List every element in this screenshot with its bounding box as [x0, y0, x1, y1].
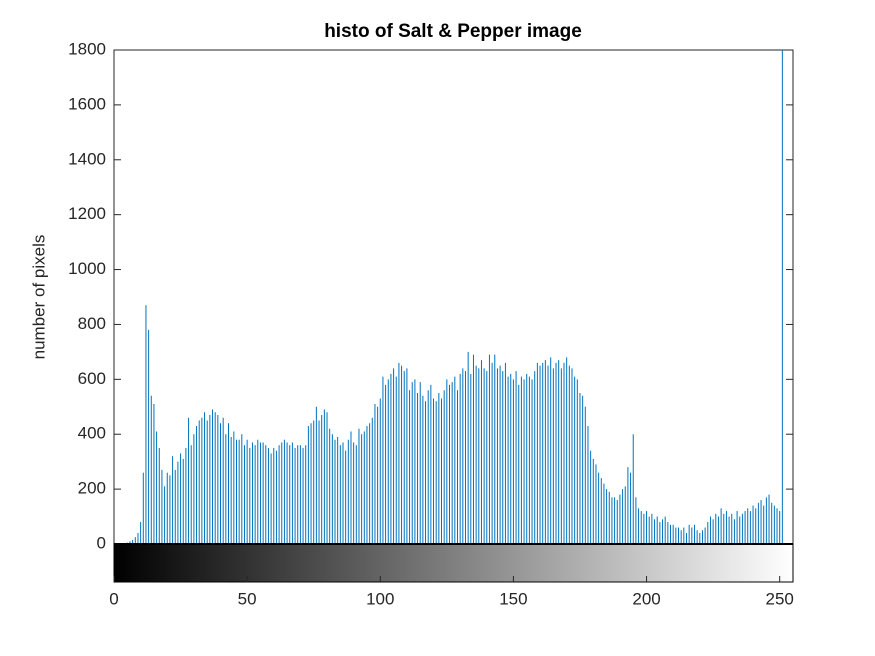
x-tick-label: 200 [632, 589, 660, 608]
chart-title: histo of Salt & Pepper image [324, 21, 582, 42]
plot-area [113, 49, 794, 545]
y-tick-label: 1000 [68, 259, 106, 278]
x-tick-label: 250 [765, 589, 793, 608]
x-tick-label: 100 [366, 589, 394, 608]
y-tick-label: 600 [78, 369, 106, 388]
gray-colorbar [113, 543, 794, 583]
x-tick-label: 50 [238, 589, 257, 608]
stems [126, 50, 783, 544]
x-tick-label: 150 [499, 589, 527, 608]
y-axis-label: number of pixels [29, 235, 48, 360]
y-tick-label: 0 [97, 533, 106, 552]
y-tick-label: 1200 [68, 204, 106, 223]
y-tick-label: 1800 [68, 39, 106, 58]
y-tick-label: 1600 [68, 94, 106, 113]
x-tick-label: 0 [109, 589, 118, 608]
y-tick-label: 1400 [68, 149, 106, 168]
y-tick-label: 400 [78, 424, 106, 443]
y-tick-label: 200 [78, 479, 106, 498]
y-tick-label: 800 [78, 314, 106, 333]
